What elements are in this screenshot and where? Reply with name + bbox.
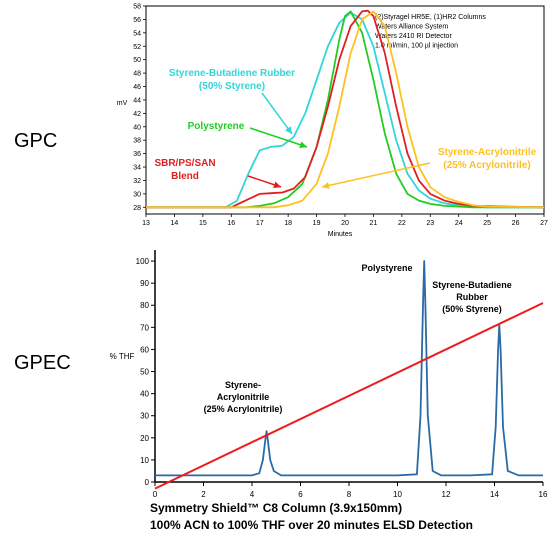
gpc-x-tick-label: 19 [313, 220, 321, 227]
gpc-annotation-san: Styrene-Acrylonitrile [438, 147, 537, 158]
gpc-x-tick-label: 21 [370, 220, 378, 227]
gpc-y-tick-label: 32 [133, 178, 141, 185]
gpc-annotation-sbr: (50% Styrene) [199, 81, 265, 92]
gpc-y-tick-label: 54 [133, 30, 141, 37]
gpec-annotation-san: (25% Acrylonitrile) [204, 404, 283, 414]
gpc-y-tick-label: 36 [133, 151, 141, 158]
gpc-x-tick-label: 25 [483, 220, 491, 227]
gpc-y-axis-label: mV [117, 100, 128, 107]
gpec-caption-line-1: Symmetry Shield™ C8 Column (3.9x150mm) [150, 501, 403, 515]
gpc-label: GPC [14, 130, 58, 152]
gpc-x-axis-label: Minutes [328, 231, 353, 238]
gpec-x-tick-label: 6 [298, 490, 303, 499]
gpc-info-line: (2)Styragel HR5E, (1)HR2 Columns [375, 14, 486, 21]
gpec-y-tick-label: 0 [145, 478, 150, 487]
gpc-y-tick-label: 40 [133, 124, 141, 131]
gpec-y-axis-label: % THF [110, 352, 135, 361]
gpc-arrow-san-shaft [321, 162, 431, 188]
gpec-y-tick-label: 70 [140, 323, 149, 332]
gpc-y-tick-label: 28 [133, 205, 141, 212]
gpec-y-tick-label: 50 [140, 368, 149, 377]
gpc-x-tick-label: 23 [426, 220, 434, 227]
gpec-label: GPEC [14, 352, 71, 374]
gpec-y-tick-label: 10 [140, 456, 149, 465]
gpec-thf-gradient-line [154, 302, 544, 490]
gpc-y-tick-label: 34 [133, 165, 141, 172]
gpc-y-tick-label: 38 [133, 138, 141, 145]
gpec-x-tick-label: 10 [393, 490, 402, 499]
gpc-arrow-ps-shaft [249, 127, 308, 148]
gpec-y-tick-label: 30 [140, 412, 149, 421]
gpec-y-tick-label: 80 [140, 301, 149, 310]
gpc-arrow-ps-head [299, 141, 307, 149]
gpec-annotation-ps: Polystyrene [361, 263, 412, 273]
gpc-info-line: Waters 2410 RI Detector [375, 33, 452, 40]
gpec-y-tick-label: 90 [140, 279, 149, 288]
gpc-y-tick-label: 42 [133, 111, 141, 118]
gpec-x-tick-label: 4 [250, 490, 255, 499]
gpc-annotation-blend: Blend [171, 171, 199, 182]
gpc-series-line [146, 10, 544, 209]
gpc-series-line [146, 10, 545, 209]
gpec-annotation-sbr: (50% Styrene) [442, 304, 502, 314]
gpc-annotation-ps: Polystyrene [188, 121, 245, 132]
gpec-x-tick-label: 12 [442, 490, 451, 499]
gpec-y-tick-label: 20 [140, 434, 149, 443]
gpc-x-tick-label: 27 [540, 220, 548, 227]
gpec-annotation-san: Styrene- [225, 380, 261, 390]
gpec-annotation-san: Acrylonitrile [217, 392, 270, 402]
gpc-y-tick-label: 56 [133, 17, 141, 24]
gpc-plot-frame [145, 5, 545, 215]
gpc-y-tick-label: 50 [133, 57, 141, 64]
gpc-annotation-blend: SBR/PS/SAN [154, 158, 215, 169]
gpc-x-tick-label: 24 [455, 220, 463, 227]
gpec-annotation-sbr: Rubber [456, 292, 488, 302]
gpec-y-tick-label: 40 [140, 390, 149, 399]
gpec-chart: 0 2 4 6 8 10 12 14 16 0 10 20 30 40 50 60 70 80 90 100 % THF… [110, 250, 548, 499]
gpc-x-tick-label: 15 [199, 220, 207, 227]
gpc-y-tick-label: 58 [133, 4, 141, 11]
gpc-series-line [146, 9, 545, 209]
gpec-x-tick-label: 0 [153, 490, 158, 499]
gpec-x-tick-label: 8 [347, 490, 352, 499]
gpc-arrow-san-head [322, 182, 330, 189]
gpec-x-tick-label: 2 [201, 490, 206, 499]
gpc-x-tick-label: 13 [142, 220, 150, 227]
gpc-y-tick-label: 46 [133, 84, 141, 91]
gpc-x-tick-label: 20 [341, 220, 349, 227]
gpec-y-tick-label: 100 [136, 257, 150, 266]
gpc-arrow-blend-head [273, 181, 281, 189]
gpc-annotation-sbr: Styrene-Butadiene Rubber [169, 68, 295, 79]
gpc-info-line: Waters Alliance System [375, 24, 448, 31]
gpc-y-tick-label: 48 [133, 71, 141, 78]
gpec-annotation-sbr: Styrene-Butadiene [432, 280, 512, 290]
gpc-x-tick-label: 17 [256, 220, 264, 227]
gpec-caption-line-2: 100% ACN to 100% THF over 20 minutes ELS… [150, 518, 473, 532]
gpc-arrow-sbr-head [285, 126, 292, 134]
gpec-y-tick-label: 60 [140, 345, 149, 354]
gpc-x-tick-label: 16 [227, 220, 235, 227]
gpc-x-tick-label: 22 [398, 220, 406, 227]
gpc-x-tick-label: 18 [284, 220, 292, 227]
gpec-x-tick-label: 16 [539, 490, 548, 499]
gpc-info-line: 1.0 ml/min, 100 µl injection [375, 43, 458, 50]
gpc-chart: 13 14 15 16 17 18 19 20 21 22 23 24 25 26 27 28 30 32 34 36… [117, 4, 548, 239]
gpc-annotation-san: (25% Acrylonitrile) [443, 160, 530, 171]
gpc-arrow-sbr-shaft [261, 92, 293, 135]
gpec-x-tick-label: 14 [490, 490, 499, 499]
gpc-x-tick-label: 14 [171, 220, 179, 227]
gpc-x-tick-label: 26 [512, 220, 520, 227]
gpc-y-tick-label: 30 [133, 191, 141, 198]
gpc-y-tick-label: 44 [133, 97, 141, 104]
gpc-y-tick-label: 52 [133, 44, 141, 51]
